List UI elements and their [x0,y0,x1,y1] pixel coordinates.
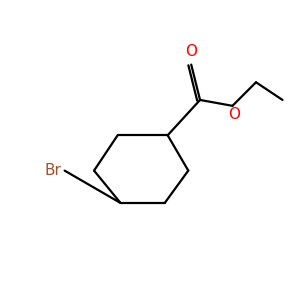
Text: Br: Br [45,163,62,178]
Text: O: O [228,107,240,122]
Text: O: O [185,44,197,59]
